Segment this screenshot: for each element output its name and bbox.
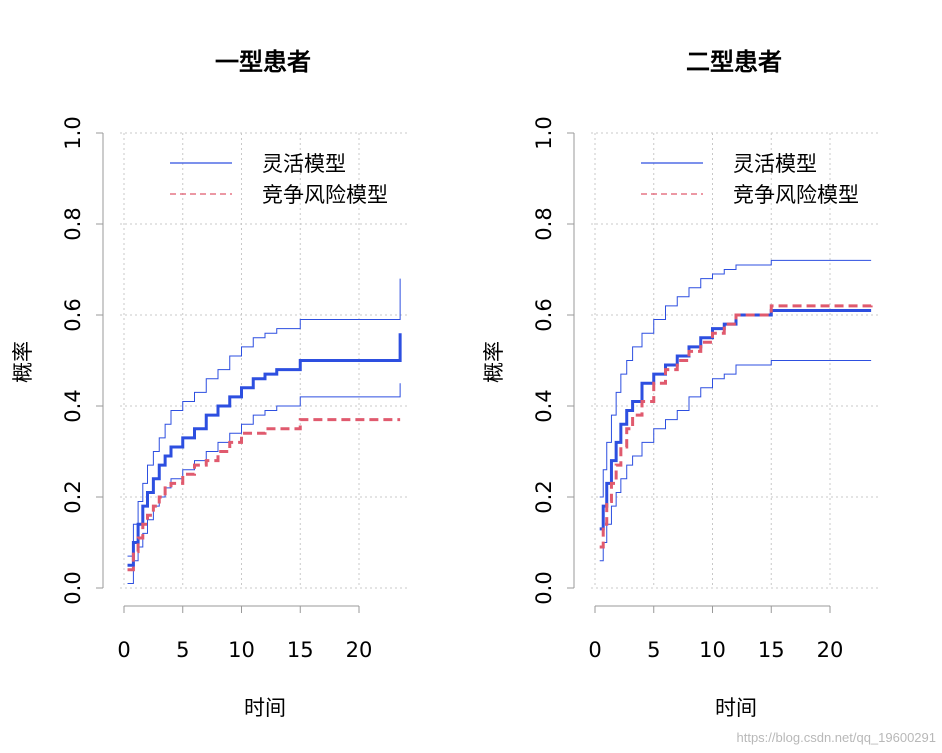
x-tick-label: 20 [817,638,844,662]
series-line-upper-ci [127,278,401,557]
series-line-flexible [127,333,402,567]
y-tick-label: 0.2 [61,480,85,513]
chart-panel-2: 二型患者 0.0 0.2 0.4 0.6 0.8 1.0 0 5 10 15 20 时间 概率 灵活模型竞争… [482,48,878,720]
x-axis-label: 时间 [715,696,757,720]
x-tick-label: 5 [647,638,660,662]
watermark: https://blog.csdn.net/qq_19600291 [736,730,937,745]
series-line-competing-risk [599,301,873,549]
y-tick-label: 1.0 [532,116,556,149]
legend-label-1: 灵活模型 [262,152,346,176]
x-tick-label: 5 [176,638,189,662]
y-axis-label: 概率 [11,341,35,383]
series-line-lower-ci [127,383,401,584]
y-tick-label: 0.8 [61,207,85,240]
y-tick-label: 0.0 [61,571,85,604]
series-line-upper-ci [599,259,872,498]
y-axis-label: 概率 [482,341,506,383]
y-tick-label: 0.8 [532,207,556,240]
y-tick-label: 0.4 [61,389,85,422]
y-tick-label: 0.6 [532,298,556,331]
legend-label-2: 竞争风险模型 [733,183,859,207]
legend-label-1: 灵活模型 [733,152,817,176]
x-tick-label: 15 [287,638,314,662]
series-line-lower-ci [599,360,872,562]
x-axis-label: 时间 [244,696,286,720]
x-tick-label: 0 [117,638,130,662]
y-tick-label: 1.0 [61,116,85,149]
legend-label-2: 竞争风险模型 [262,183,388,207]
x-tick-label: 10 [228,638,255,662]
x-tick-label: 15 [758,638,785,662]
series-line-competing-risk [127,418,401,572]
y-tick-label: 0.0 [532,571,556,604]
chart-title: 一型患者 [215,48,311,76]
x-tick-label: 0 [588,638,601,662]
y-tick-label: 0.4 [532,389,556,422]
y-tick-label: 0.2 [532,480,556,513]
x-tick-label: 20 [346,638,373,662]
x-tick-label: 10 [699,638,726,662]
y-tick-label: 0.6 [61,298,85,331]
chart-panel-1: 一型患者 0.0 0.2 0.4 0.6 0.8 1.0 0 5 10 15 20 时间 概率 灵活模型竞争… [11,48,407,720]
chart-title: 二型患者 [686,48,782,76]
